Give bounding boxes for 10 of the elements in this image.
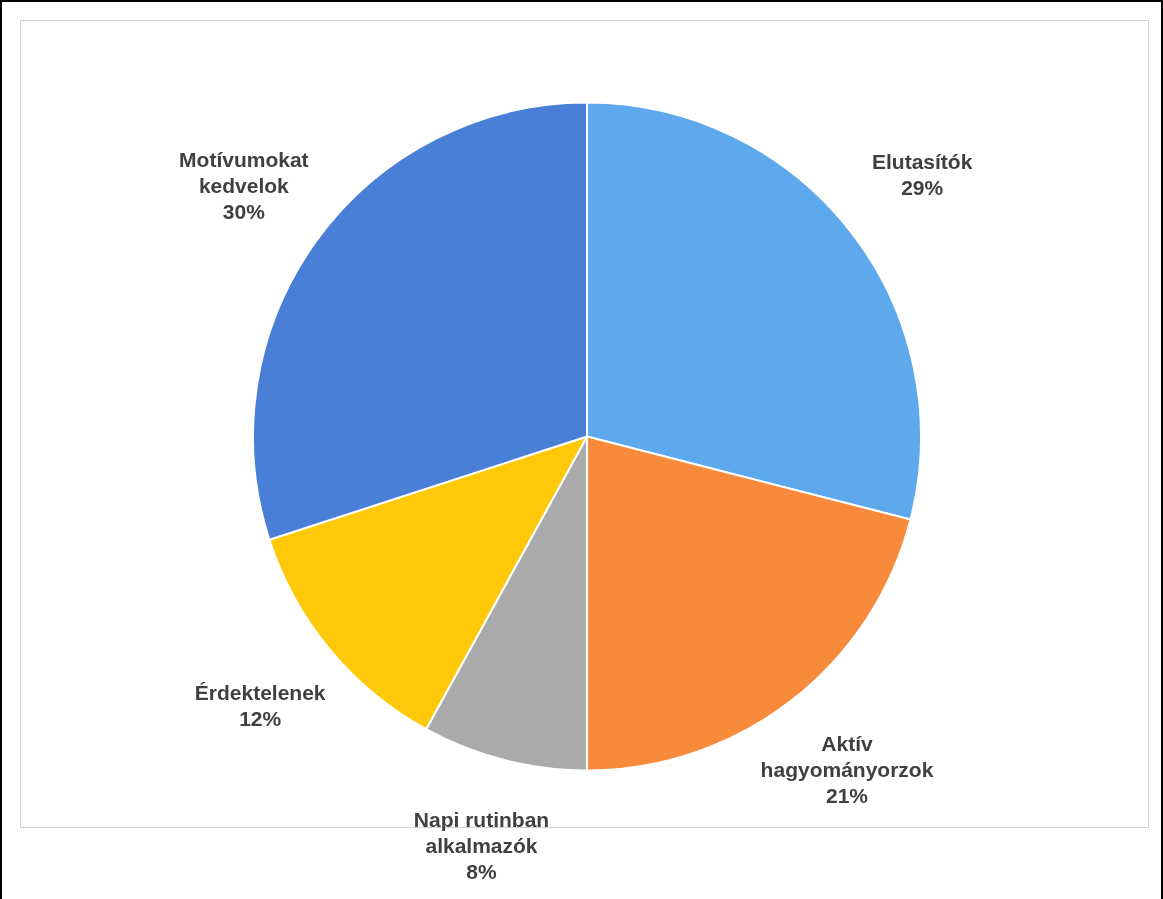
slice-label: Érdektelenek: [194, 680, 326, 704]
slice-label: Aktív hagyományorzok: [760, 732, 934, 782]
slice-label: Napi rutinban alkalmazók: [413, 808, 550, 858]
data-label: 12%: [239, 706, 282, 730]
slice-label: Motívumokat kedvelok: [179, 147, 309, 197]
slice-label: Elutasítók: [871, 150, 973, 174]
data-label: 29%: [901, 176, 944, 200]
data-label: 30%: [222, 199, 266, 223]
data-label: 8%: [466, 860, 498, 884]
data-label: 21%: [825, 784, 869, 808]
